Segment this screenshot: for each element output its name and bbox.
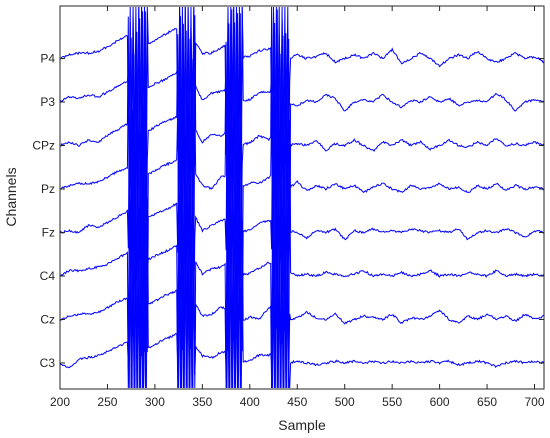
- trace-cpz: [59, 6, 545, 259]
- x-tick-label: 650: [477, 395, 497, 409]
- trace-cz: [59, 188, 545, 389]
- y-axis-ticks: C3 Cz C4 Fz Pz CPz P3 P4: [32, 52, 544, 370]
- trace-p3: [59, 6, 545, 245]
- x-tick-label: 200: [50, 395, 70, 409]
- x-tick-label: 250: [97, 395, 117, 409]
- y-axis-label: Channels: [3, 167, 19, 226]
- y-tick-label: C4: [40, 269, 56, 283]
- x-tick-label: 500: [335, 395, 355, 409]
- x-tick-label: 700: [524, 395, 544, 409]
- y-tick-label: P4: [40, 52, 55, 66]
- x-axis-label: Sample: [278, 417, 326, 433]
- x-tick-label: 600: [430, 395, 450, 409]
- x-axis-ticks: 200 250 300 350 400 450 500 550 600 650 700: [50, 6, 545, 409]
- y-tick-label: C3: [40, 356, 56, 370]
- x-tick-label: 400: [240, 395, 260, 409]
- trace-p4: [59, 6, 545, 167]
- x-tick-label: 350: [192, 395, 212, 409]
- x-tick-label: 450: [287, 395, 307, 409]
- y-tick-label: P3: [40, 95, 55, 109]
- y-tick-label: Fz: [42, 226, 55, 240]
- trace-c3: [59, 231, 545, 389]
- x-tick-label: 300: [145, 395, 165, 409]
- eeg-traces: [59, 6, 545, 389]
- y-tick-label: Cz: [40, 313, 55, 327]
- x-tick-label: 550: [382, 395, 402, 409]
- y-tick-label: Pz: [41, 182, 55, 196]
- plot-frame: [59, 5, 545, 390]
- y-tick-label: CPz: [32, 139, 55, 153]
